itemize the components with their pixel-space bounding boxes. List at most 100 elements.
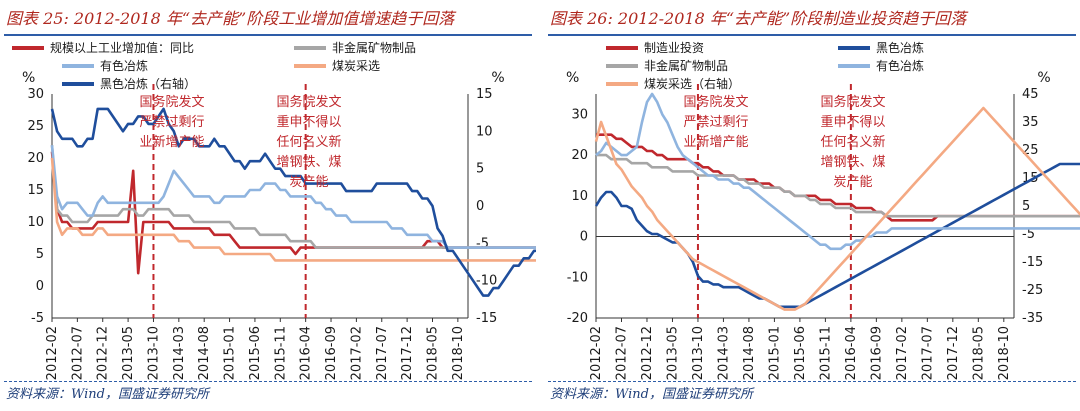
y-tick-label-right: 35 bbox=[1022, 115, 1039, 130]
x-tick-label: 2015-01 bbox=[223, 326, 238, 380]
y-tick-label-right: -15 bbox=[476, 311, 497, 326]
source-note: 资料来源：Wind，国盛证券研究所 bbox=[550, 387, 753, 402]
x-tick-label: 2014-08 bbox=[742, 326, 757, 380]
x-tick-label: 2016-09 bbox=[869, 326, 884, 380]
legend-label: 黑色冶炼（右轴） bbox=[100, 76, 196, 91]
source-rule bbox=[4, 381, 532, 382]
y-tick-label-left: -10 bbox=[567, 270, 588, 285]
x-tick-label: 2015-06 bbox=[248, 326, 263, 380]
legend-label: 煤炭采选（右轴） bbox=[644, 76, 740, 91]
x-tick-label: 2013-10 bbox=[146, 326, 161, 380]
y-tick-label-left: 10 bbox=[27, 215, 44, 230]
x-tick-label: 2015-11 bbox=[273, 326, 288, 380]
policy-annotation-2016: 国务院发文 bbox=[276, 94, 341, 110]
y-tick-label-left: 20 bbox=[27, 151, 44, 166]
y-tick-label-left: 15 bbox=[27, 183, 44, 198]
series-line-3 bbox=[595, 92, 1080, 251]
y-tick-label-left: -20 bbox=[567, 311, 588, 326]
y-tick-label-right: 15 bbox=[476, 87, 493, 102]
policy-annotation-2013: 严禁过剩行 bbox=[139, 115, 204, 130]
legend-label: 非金属矿物制品 bbox=[644, 58, 728, 73]
x-tick-label: 2013-10 bbox=[691, 326, 706, 380]
policy-annotation-2013: 业新增产能 bbox=[139, 134, 204, 150]
title-rule bbox=[548, 34, 1076, 36]
policy-annotation-2016: 炭产能 bbox=[833, 175, 872, 190]
chart-panel-right: 图表 26: 2012-2018 年“去产能”阶段制造业投资趋于回落 %% 30 2… bbox=[548, 0, 1080, 411]
legend-label: 有色冶炼 bbox=[100, 58, 148, 73]
y-tick-label-left: 25 bbox=[27, 119, 44, 134]
y-tick-label-left: 0 bbox=[580, 230, 588, 245]
policy-annotation-2016: 国务院发文 bbox=[820, 94, 885, 110]
y-tick-label-left: 30 bbox=[571, 107, 588, 122]
policy-annotation-2016: 重申不得以 bbox=[820, 114, 885, 130]
legend-label: 有色冶炼 bbox=[876, 58, 924, 73]
y-tick-label-right: -25 bbox=[1022, 283, 1043, 298]
x-tick-label: 2015-06 bbox=[793, 326, 808, 380]
x-tick-label: 2012-07 bbox=[614, 326, 629, 380]
legend-label: 煤炭采选 bbox=[332, 59, 380, 73]
chart-panel-left: 图表 25: 2012-2018 年“去产能”阶段工业增加值增速趋于回落 %% 3… bbox=[4, 0, 536, 411]
y-tick-label-right: -15 bbox=[1022, 255, 1043, 270]
x-tick-label: 2014-03 bbox=[716, 326, 731, 380]
x-tick-label: 2012-02 bbox=[589, 326, 604, 380]
x-tick-label: 2016-04 bbox=[299, 326, 314, 380]
policy-annotation-2013: 国务院发文 bbox=[683, 94, 748, 110]
x-tick-label: 2013-05 bbox=[665, 326, 680, 380]
x-tick-label: 2016-09 bbox=[324, 326, 339, 380]
x-tick-label: 2017-02 bbox=[349, 326, 364, 380]
x-tick-label: 2015-01 bbox=[767, 326, 782, 380]
x-tick-label: 2014-08 bbox=[197, 326, 212, 380]
x-tick-label: 2017-12 bbox=[400, 326, 415, 380]
left-axis-unit: % bbox=[22, 70, 35, 86]
series-line-4 bbox=[50, 107, 536, 297]
y-tick-label-right: -10 bbox=[476, 274, 497, 289]
legend-label: 非金属矿物制品 bbox=[332, 40, 416, 55]
series-line-3 bbox=[50, 157, 536, 262]
x-tick-label: 2018-10 bbox=[997, 326, 1012, 380]
policy-annotation-2013: 严禁过剩行 bbox=[683, 115, 748, 130]
right-axis-unit: % bbox=[1037, 70, 1050, 86]
policy-annotation-2016: 增钢铁、煤 bbox=[276, 155, 341, 170]
series-line-2 bbox=[50, 145, 536, 249]
series-line-1 bbox=[596, 153, 1080, 218]
y-tick-label-left: -5 bbox=[31, 311, 44, 326]
policy-annotation-2013: 国务院发文 bbox=[139, 94, 204, 110]
x-tick-label: 2012-12 bbox=[96, 326, 111, 380]
x-tick-label: 2017-07 bbox=[375, 326, 390, 380]
y-tick-label-right: 5 bbox=[476, 162, 484, 177]
y-tick-label-right: -5 bbox=[1022, 227, 1035, 242]
x-tick-label: 2017-12 bbox=[946, 326, 961, 380]
legend-label: 制造业投资 bbox=[644, 40, 704, 55]
left-axis-unit: % bbox=[566, 70, 579, 86]
policy-annotation-2016: 任何名义新 bbox=[820, 134, 885, 150]
legend-label: 黑色冶炼 bbox=[876, 40, 924, 55]
y-tick-label-right: -35 bbox=[1022, 311, 1043, 326]
y-tick-label-right: 0 bbox=[476, 199, 484, 214]
figure-title: 图表 25: 2012-2018 年“去产能”阶段工业增加值增速趋于回落 bbox=[6, 9, 455, 28]
y-tick-label-right: 10 bbox=[476, 124, 493, 139]
right-axis-unit: % bbox=[491, 70, 504, 86]
legend-label: 规模以上工业增加值：同比 bbox=[50, 40, 194, 55]
x-tick-label: 2013-05 bbox=[121, 326, 136, 380]
source-note: 资料来源：Wind，国盛证券研究所 bbox=[6, 387, 209, 402]
title-rule bbox=[4, 34, 532, 36]
line-chart: % %3020100-10-20453525155-5-15-25-352012-… bbox=[566, 40, 1080, 380]
y-tick-label-left: 20 bbox=[571, 148, 588, 163]
series-line-2 bbox=[594, 162, 1080, 309]
x-tick-label: 2018-10 bbox=[451, 326, 466, 380]
x-tick-label: 2012-02 bbox=[45, 326, 60, 380]
source-rule bbox=[548, 381, 1076, 382]
series-line-4 bbox=[594, 106, 1080, 311]
x-tick-label: 2012-12 bbox=[640, 326, 655, 380]
y-tick-label-left: 10 bbox=[571, 189, 588, 204]
y-tick-label-right: 25 bbox=[1022, 143, 1039, 158]
policy-annotation-2016: 任何名义新 bbox=[276, 134, 341, 150]
x-tick-label: 2018-05 bbox=[971, 326, 986, 380]
figure-title: 图表 26: 2012-2018 年“去产能”阶段制造业投资趋于回落 bbox=[550, 9, 967, 28]
x-tick-label: 2016-04 bbox=[844, 326, 859, 380]
x-tick-label: 2015-11 bbox=[818, 326, 833, 380]
policy-annotation-2013: 业新增产能 bbox=[683, 134, 748, 150]
y-tick-label-left: 5 bbox=[36, 247, 44, 262]
x-tick-label: 2018-05 bbox=[425, 326, 440, 380]
